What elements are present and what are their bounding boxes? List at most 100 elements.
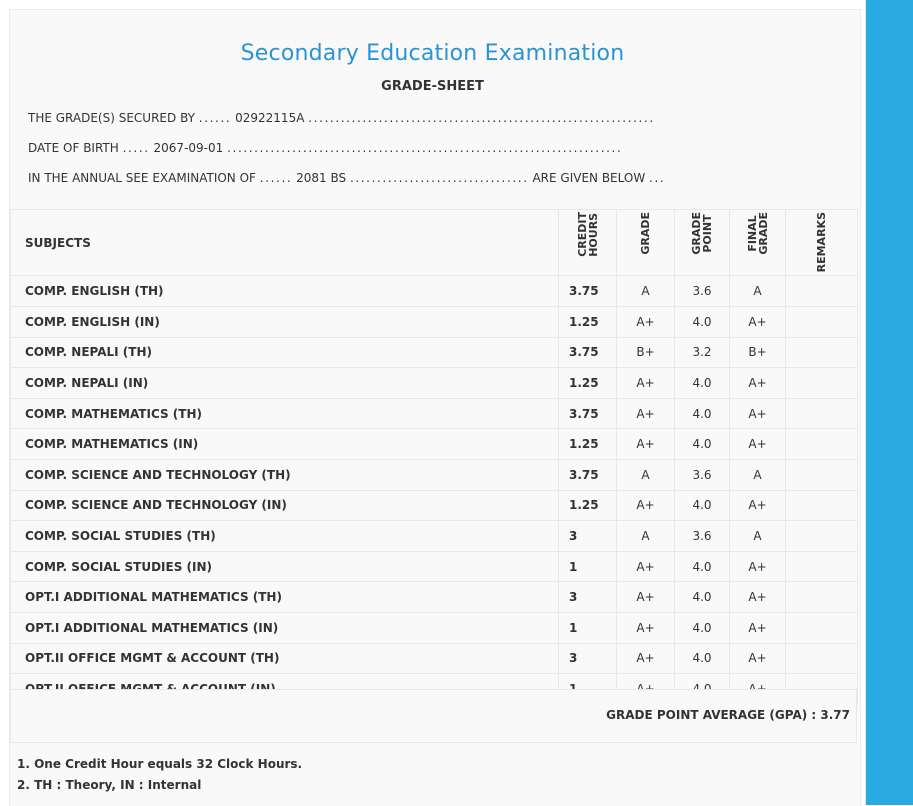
grade-cell: A (616, 458, 675, 491)
table-row: COMP. MATHEMATICS (TH) 3.75 A+ 4.0 A+ (10, 397, 858, 430)
grade-cell: A+ (616, 550, 675, 583)
final-grade-cell: A+ (729, 367, 786, 399)
grade-cell: A (616, 520, 675, 552)
remarks-cell (785, 305, 858, 338)
grade-cell: A+ (616, 428, 675, 460)
grades-table: SUBJECTS CREDIT HOURS GRADE GRADE POINT … (10, 208, 858, 705)
grade-cell: A+ (616, 489, 675, 522)
table-row: COMP. SCIENCE AND TECHNOLOGY (IN) 1.25 A+ 4… (10, 489, 858, 522)
exam-label: IN THE ANNUAL SEE EXAMINATION OF (28, 171, 256, 185)
grade-point-header: GRADE POINT (674, 208, 730, 277)
subject-cell: COMP. SOCIAL STUDIES (IN) (10, 550, 559, 583)
grade-cell: A+ (616, 367, 675, 399)
credit-hours-cell: 1.25 (558, 305, 617, 338)
subject-cell: COMP. NEPALI (IN) (10, 367, 559, 399)
credit-hours-cell: 3 (558, 520, 617, 552)
table-row: COMP. MATHEMATICS (IN) 1.25 A+ 4.0 A+ (10, 428, 858, 460)
leader-dots: ................................. (349, 171, 529, 185)
remarks-cell (785, 581, 858, 613)
final-grade-cell: A+ (729, 581, 786, 613)
final-grade-cell: A+ (729, 305, 786, 338)
secured-by-line: THE GRADE(S) SECURED BY ...... 02922115A… (28, 111, 655, 125)
remarks-cell (785, 642, 858, 675)
remarks-cell (785, 397, 858, 430)
table-header-row: SUBJECTS CREDIT HOURS GRADE GRADE POINT … (10, 208, 858, 277)
grade-point-cell: 4.0 (674, 489, 730, 522)
credit-hours-cell: 3.75 (558, 458, 617, 491)
final-grade-cell: A (729, 458, 786, 491)
credit-hours-cell: 1.25 (558, 489, 617, 522)
remarks-cell (785, 428, 858, 460)
credit-hours-cell: 3.75 (558, 397, 617, 430)
secured-by-label: THE GRADE(S) SECURED BY (28, 111, 195, 125)
grade-point-cell: 3.2 (674, 336, 730, 369)
table-row: OPT.II OFFICE MGMT & ACCOUNT (TH) 3 A+ 4.0 A… (10, 642, 858, 675)
remarks-cell (785, 458, 858, 491)
credit-hours-cell: 1.25 (558, 428, 617, 460)
credit-hours-cell: 3.75 (558, 336, 617, 369)
credit-hours-cell: 3.75 (558, 275, 617, 307)
table-row: COMP. ENGLISH (IN) 1.25 A+ 4.0 A+ (10, 305, 858, 338)
grade-cell: A+ (616, 581, 675, 613)
subject-cell: OPT.I ADDITIONAL MATHEMATICS (TH) (10, 581, 559, 613)
subject-cell: COMP. ENGLISH (IN) (10, 305, 559, 338)
grade-cell: A (616, 275, 675, 307)
exam-title: Secondary Education Examination (240, 41, 625, 66)
subject-cell: COMP. SOCIAL STUDIES (TH) (10, 520, 559, 552)
gpa-row: GRADE POINT AVERAGE (GPA) : 3.77 (10, 689, 857, 743)
subject-cell: COMP. MATHEMATICS (TH) (10, 397, 559, 430)
dob-line: DATE OF BIRTH ..... 2067-09-01 .........… (28, 141, 622, 155)
exam-value: 2081 BS (296, 171, 347, 185)
final-grade-header: FINAL GRADE (729, 208, 786, 277)
final-grade-cell: B+ (729, 336, 786, 369)
grade-point-cell: 4.0 (674, 550, 730, 583)
exam-suffix: ARE GIVEN BELOW (532, 171, 646, 185)
grade-point-cell: 4.0 (674, 642, 730, 675)
remarks-header: REMARKS (785, 208, 858, 277)
final-grade-cell: A+ (729, 428, 786, 460)
final-grade-cell: A+ (729, 489, 786, 522)
sheet-title: GRADE-SHEET (381, 79, 484, 94)
remarks-cell (785, 367, 858, 399)
grade-cell: A+ (616, 305, 675, 338)
final-grade-cell: A+ (729, 642, 786, 675)
grade-point-cell: 4.0 (674, 611, 730, 644)
gpa-value: GRADE POINT AVERAGE (GPA) : 3.77 (606, 708, 850, 722)
grade-point-cell: 4.0 (674, 305, 730, 338)
leader-dots: ........................................… (308, 111, 655, 125)
final-grade-cell: A (729, 275, 786, 307)
table-row: COMP. SCIENCE AND TECHNOLOGY (TH) 3.75 A 3.… (10, 458, 858, 491)
credit-hours-cell: 1.25 (558, 367, 617, 399)
final-grade-cell: A+ (729, 611, 786, 644)
remarks-cell (785, 275, 858, 307)
grade-point-cell: 3.6 (674, 458, 730, 491)
subject-cell: COMP. SCIENCE AND TECHNOLOGY (IN) (10, 489, 559, 522)
credit-hours-cell: 1 (558, 550, 617, 583)
table-row: OPT.I ADDITIONAL MATHEMATICS (TH) 3 A+ 4.0 A… (10, 581, 858, 613)
grade-cell: B+ (616, 336, 675, 369)
table-row: COMP. ENGLISH (TH) 3.75 A 3.6 A (10, 275, 858, 307)
credit-hours-header: CREDIT HOURS (558, 208, 617, 277)
credit-hours-cell: 3 (558, 642, 617, 675)
remarks-cell (785, 489, 858, 522)
grade-header: GRADE (616, 208, 675, 277)
subject-cell: OPT.I ADDITIONAL MATHEMATICS (IN) (10, 611, 559, 644)
subject-cell: COMP. MATHEMATICS (IN) (10, 428, 559, 460)
subject-cell: OPT.II OFFICE MGMT & ACCOUNT (TH) (10, 642, 559, 675)
side-accent-bar (865, 0, 913, 805)
leader-dots: ... (649, 171, 666, 185)
table-row: OPT.I ADDITIONAL MATHEMATICS (IN) 1 A+ 4.0 A… (10, 611, 858, 644)
table-row: COMP. SOCIAL STUDIES (IN) 1 A+ 4.0 A+ (10, 550, 858, 583)
page-frame: Secondary Education Examination GRADE-SH… (9, 0, 866, 806)
grade-point-cell: 4.0 (674, 428, 730, 460)
subject-cell: COMP. NEPALI (TH) (10, 336, 559, 369)
dob-value: 2067-09-01 (153, 141, 224, 155)
grade-point-cell: 4.0 (674, 397, 730, 430)
leader-dots: ........................................… (227, 141, 623, 155)
final-grade-cell: A+ (729, 397, 786, 430)
dob-label: DATE OF BIRTH (28, 141, 119, 155)
final-grade-cell: A (729, 520, 786, 552)
exam-line: IN THE ANNUAL SEE EXAMINATION OF ...... … (28, 171, 665, 185)
subject-cell: COMP. ENGLISH (TH) (10, 275, 559, 307)
table-row: COMP. NEPALI (TH) 3.75 B+ 3.2 B+ (10, 336, 858, 369)
